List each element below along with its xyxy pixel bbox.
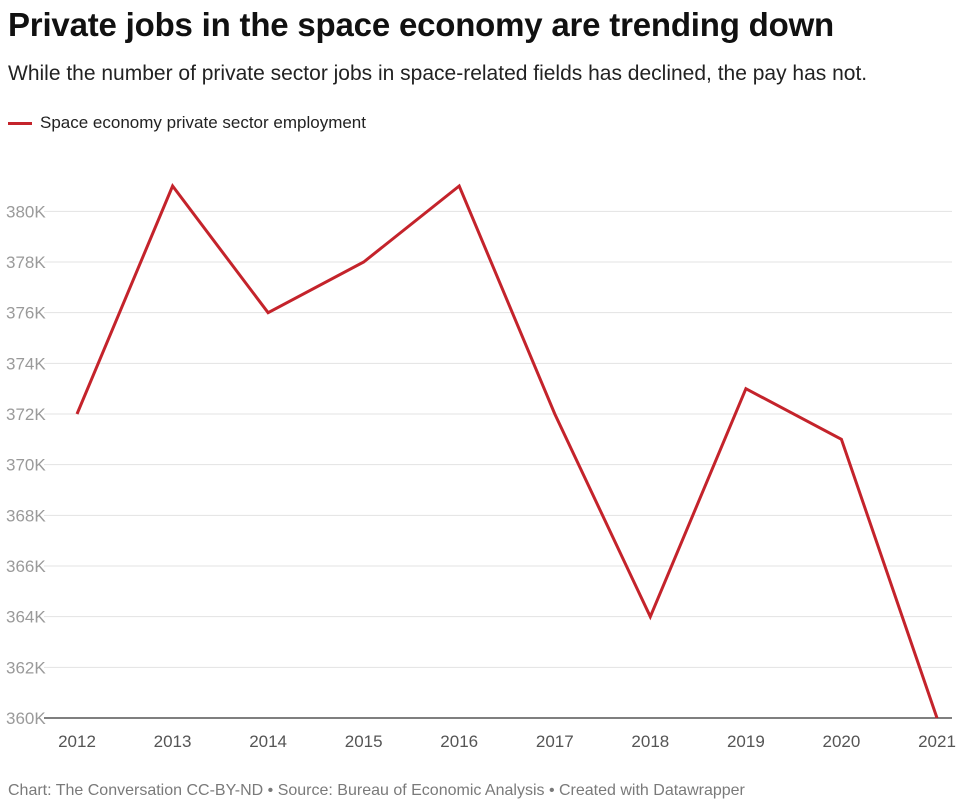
x-tick-label: 2021 xyxy=(918,732,956,751)
x-tick-label: 2015 xyxy=(345,732,383,751)
x-tick-label: 2018 xyxy=(631,732,669,751)
x-axis-ticks: 2012 2013 2014 2015 2016 2017 2018 2019 2020 2021 xyxy=(58,732,956,751)
y-tick-label: 364K xyxy=(6,608,46,627)
y-tick-label: 370K xyxy=(6,456,46,475)
y-tick-label: 366K xyxy=(6,557,46,576)
y-tick-label: 376K xyxy=(6,304,46,323)
x-tick-label: 2012 xyxy=(58,732,96,751)
y-tick-label: 368K xyxy=(6,506,46,525)
x-tick-label: 2019 xyxy=(727,732,765,751)
y-tick-label: 362K xyxy=(6,658,46,677)
legend-label: Space economy private sector employment xyxy=(40,113,366,132)
y-tick-label: 360K xyxy=(6,709,46,728)
x-tick-label: 2014 xyxy=(249,732,287,751)
chart-footer: Chart: The Conversation CC-BY-ND • Sourc… xyxy=(8,782,745,799)
x-tick-label: 2020 xyxy=(823,732,861,751)
y-axis-ticks: 360K 362K 364K 366K 368K 370K 372K 374K 376K 378K… xyxy=(6,202,46,728)
series-layer xyxy=(75,183,939,719)
legend: Space economy private sector employment xyxy=(8,113,366,133)
chart-subtitle: While the number of private sector jobs … xyxy=(8,62,868,85)
y-tick-label: 378K xyxy=(6,253,46,272)
y-tick-label: 374K xyxy=(6,354,46,373)
chart-title: Private jobs in the space economy are tr… xyxy=(8,6,834,43)
x-tick-label: 2017 xyxy=(536,732,574,751)
series-line xyxy=(75,183,939,719)
legend-swatch xyxy=(8,122,32,125)
line-chart: 360K 362K 364K 366K 368K 370K 372K 374K 376K 378K… xyxy=(6,183,956,751)
x-tick-label: 2016 xyxy=(440,732,478,751)
x-tick-label: 2013 xyxy=(154,732,192,751)
y-tick-label: 372K xyxy=(6,405,46,424)
grid-layer xyxy=(44,210,952,719)
y-tick-label: 380K xyxy=(6,202,46,221)
